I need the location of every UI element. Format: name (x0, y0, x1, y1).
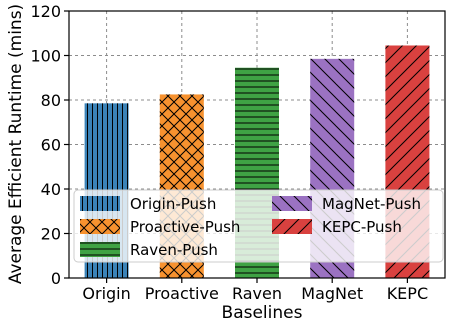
x-tick-label: MagNet (301, 284, 363, 303)
legend-label: MagNet-Push (322, 195, 421, 213)
legend-box (73, 189, 444, 263)
y-tick-label: 40 (41, 180, 61, 199)
legend-swatch-hatch (80, 242, 120, 257)
y-tick-label: 0 (51, 269, 61, 288)
y-tick-label: 60 (41, 136, 61, 155)
legend-label: Proactive-Push (130, 218, 240, 236)
x-tick-label: Origin (82, 284, 130, 303)
x-tick-label: Raven (232, 284, 282, 303)
x-tick-label: Proactive (145, 284, 219, 303)
legend-item: Proactive-Push (80, 218, 240, 236)
y-tick-label: 20 (41, 225, 61, 244)
y-tick-labels: 0 20 40 60 80 100 120 (30, 2, 61, 288)
legend-item: KEPC-Push (272, 218, 402, 236)
legend-swatch-hatch (272, 219, 312, 234)
y-tick-label: 120 (30, 2, 61, 21)
legend-swatch-hatch (272, 196, 312, 211)
legend-item: MagNet-Push (272, 195, 421, 213)
legend-label: Origin-Push (130, 195, 216, 213)
y-tick-label: 80 (41, 91, 61, 110)
x-tick-label: KEPC (387, 284, 428, 303)
legend-swatch-hatch (80, 219, 120, 234)
legend-label: Raven-Push (130, 241, 218, 259)
y-tick-label: 100 (30, 47, 61, 66)
x-axis-label: Baselines (222, 303, 303, 323)
y-axis-label: Average Efficient Runtime (mins) (6, 4, 26, 284)
legend-swatch-hatch (80, 196, 120, 211)
legend-item: Origin-Push (80, 195, 216, 213)
legend-item: Raven-Push (80, 241, 218, 259)
x-tick-labels: Origin Proactive Raven MagNet KEPC (82, 284, 428, 303)
legend: Origin-Push Proactive-Push Raven-Push MagNe… (73, 189, 444, 263)
axes (64, 10, 446, 283)
legend-label: KEPC-Push (322, 218, 402, 236)
